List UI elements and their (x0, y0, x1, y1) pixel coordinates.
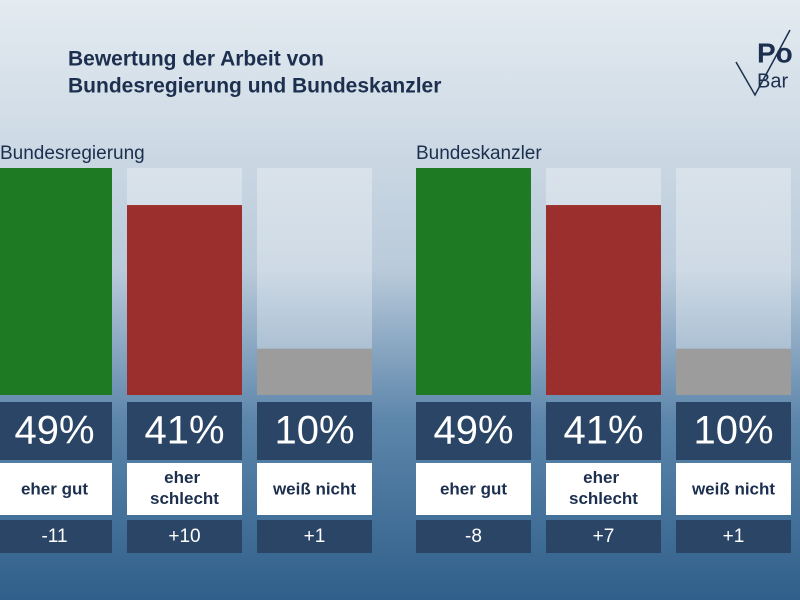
change-label: +7 (593, 526, 615, 547)
category-label: eher gut (21, 479, 88, 498)
category-label: eher gut (440, 479, 507, 498)
panel-title: Bundeskanzler (416, 143, 542, 164)
change-box (257, 520, 372, 553)
category-label: eher schlecht (150, 468, 219, 508)
value-box (546, 402, 661, 460)
value-label: 41% (563, 409, 643, 453)
change-box (676, 520, 791, 553)
bar (257, 348, 372, 395)
value-label: 10% (693, 409, 773, 453)
value-label: 49% (433, 409, 513, 453)
title: Bewertung der Arbeit von (68, 48, 324, 71)
value-box (0, 402, 112, 460)
change-box (416, 520, 531, 553)
value-label: 49% (14, 409, 94, 453)
bar (676, 348, 791, 395)
category-box (0, 463, 112, 515)
category-box (546, 463, 661, 515)
bar (416, 168, 531, 395)
change-box (0, 520, 112, 553)
category-label: weiß nicht (272, 479, 356, 498)
bar (0, 168, 112, 395)
value-box (257, 402, 372, 460)
value-label: 41% (144, 409, 224, 453)
category-box (676, 463, 791, 515)
change-label: +1 (723, 526, 745, 547)
change-box (127, 520, 242, 553)
value-box (416, 402, 531, 460)
category-label: eher schlecht (569, 468, 638, 508)
logo-mark (735, 29, 791, 97)
value-label: 10% (274, 409, 354, 453)
bar (546, 205, 661, 395)
value-box (676, 402, 791, 460)
change-box (546, 520, 661, 553)
change-label: +10 (168, 526, 200, 547)
value-box (127, 402, 242, 460)
category-label: weiß nicht (691, 479, 775, 498)
title: Bundesregierung und Bundeskanzler (68, 75, 441, 98)
bar (127, 205, 242, 395)
category-box (127, 463, 242, 515)
panel-title: Bundesregierung (0, 143, 145, 164)
category-box (416, 463, 531, 515)
logo: Po (757, 37, 793, 68)
change-label: +1 (304, 526, 326, 547)
change-label: -8 (465, 526, 482, 547)
category-box (257, 463, 372, 515)
change-label: -11 (41, 526, 67, 547)
